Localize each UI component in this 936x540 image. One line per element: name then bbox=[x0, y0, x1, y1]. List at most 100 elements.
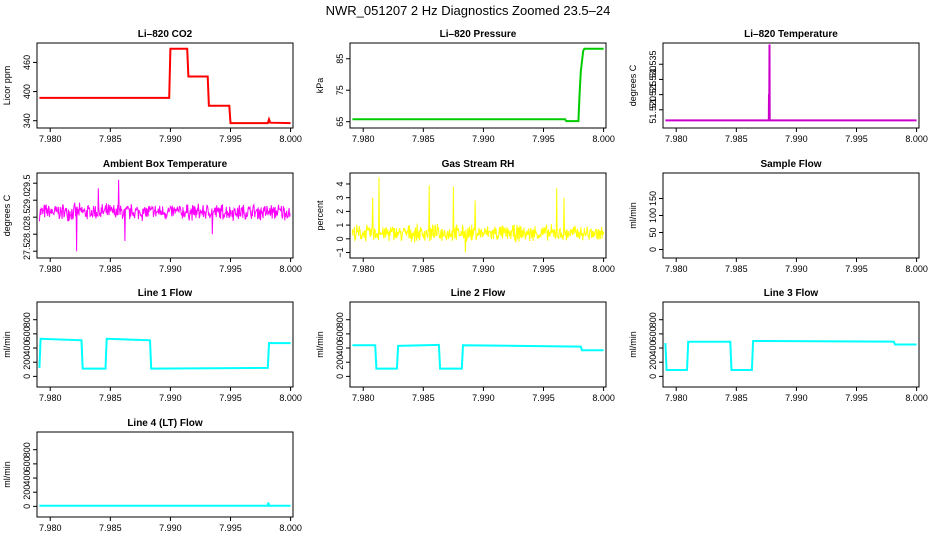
plot-frame bbox=[349, 172, 607, 259]
y-tick-label: 1 bbox=[335, 223, 345, 228]
y-tick-label: 400 bbox=[22, 471, 32, 486]
plot-frame bbox=[36, 301, 294, 388]
x-tick-label: 7.995 bbox=[219, 134, 242, 144]
x-tick-label: 7.980 bbox=[352, 393, 375, 403]
panel-title: Li–820 Temperature bbox=[744, 29, 838, 40]
x-tick-label: 7.990 bbox=[159, 264, 182, 274]
y-tick-label: 400 bbox=[22, 341, 32, 356]
y-tick-label: 150 bbox=[648, 191, 658, 206]
y-tick-label: 27.5 bbox=[22, 242, 32, 260]
x-tick-label: 7.990 bbox=[785, 134, 808, 144]
y-tick-label: 100 bbox=[648, 208, 658, 223]
x-tick-label: 8.000 bbox=[905, 134, 928, 144]
y-tick-label: 28.0 bbox=[22, 225, 32, 243]
x-tick-label: 8.000 bbox=[905, 393, 928, 403]
plot-frame bbox=[36, 431, 294, 518]
y-tick-label: 29.5 bbox=[22, 174, 32, 192]
x-tick-label: 7.995 bbox=[532, 134, 555, 144]
y-tick-label: 200 bbox=[335, 355, 345, 370]
x-tick-label: 7.985 bbox=[99, 523, 122, 533]
y-tick-label: 0 bbox=[22, 374, 32, 379]
chart-panel-3: Li–820 Temperature 7.980 7.985 7.990 7.995 8.… bbox=[628, 29, 928, 144]
y-tick-label: 0 bbox=[335, 374, 345, 379]
y-tick-label: 85 bbox=[335, 54, 345, 64]
chart-panel-5: Gas Stream RH 7.980 7.985 7.990 7.995 8.000 −1… bbox=[315, 159, 615, 274]
x-tick-label: 8.000 bbox=[279, 393, 302, 403]
y-tick-label: 800 bbox=[648, 312, 658, 327]
series-line bbox=[38, 337, 291, 370]
y-tick-label: 0 bbox=[22, 504, 32, 509]
y-axis-label: degrees C bbox=[2, 194, 12, 236]
plot-frame bbox=[662, 42, 920, 129]
y-tick-label: 4 bbox=[335, 181, 345, 186]
x-tick-label: 7.995 bbox=[219, 523, 242, 533]
y-tick-label: 2 bbox=[335, 209, 345, 214]
x-tick-label: 7.980 bbox=[352, 134, 375, 144]
panel-title: Li–820 Pressure bbox=[440, 29, 517, 40]
y-tick-label: 600 bbox=[22, 456, 32, 471]
y-tick-label: 0 bbox=[648, 374, 658, 379]
x-tick-label: 7.985 bbox=[412, 264, 435, 274]
y-tick-label: 0 bbox=[335, 236, 345, 241]
x-tick-label: 8.000 bbox=[905, 264, 928, 274]
y-axis-label: Licor ppm bbox=[2, 66, 12, 106]
x-tick-label: 7.990 bbox=[159, 393, 182, 403]
x-tick-label: 8.000 bbox=[592, 393, 615, 403]
y-axis-label: ml/min bbox=[2, 461, 12, 488]
y-tick-label: 800 bbox=[22, 442, 32, 457]
x-tick-label: 7.985 bbox=[725, 264, 748, 274]
y-tick-label: 400 bbox=[648, 341, 658, 356]
x-tick-label: 7.980 bbox=[39, 134, 62, 144]
x-tick-label: 7.990 bbox=[472, 134, 495, 144]
y-tick-label: 51.520 bbox=[648, 96, 658, 124]
x-tick-label: 7.995 bbox=[845, 134, 868, 144]
y-axis-label: ml/min bbox=[315, 331, 325, 358]
y-tick-label: 200 bbox=[22, 355, 32, 370]
y-tick-label: 600 bbox=[335, 326, 345, 341]
x-tick-label: 7.995 bbox=[532, 264, 555, 274]
plot-frame bbox=[36, 172, 294, 259]
y-axis-label: degrees C bbox=[628, 64, 638, 106]
y-tick-label: 29.0 bbox=[22, 191, 32, 209]
panel-title: Line 4 (LT) Flow bbox=[127, 418, 203, 429]
chart-panel-10: Line 4 (LT) Flow 7.980 7.985 7.990 7.995 8.00… bbox=[2, 418, 302, 533]
y-axis-label: ml/min bbox=[628, 202, 638, 229]
y-tick-label: 3 bbox=[335, 195, 345, 200]
plot-frame bbox=[662, 301, 920, 388]
y-tick-label: 28.5 bbox=[22, 208, 32, 226]
y-tick-label: 340 bbox=[22, 113, 32, 128]
y-tick-label: 460 bbox=[22, 55, 32, 70]
x-tick-label: 8.000 bbox=[592, 264, 615, 274]
chart-panel-6: Sample Flow 7.980 7.985 7.990 7.995 8.000 0 100… bbox=[628, 159, 928, 274]
panel-title: Gas Stream RH bbox=[442, 159, 515, 170]
x-tick-label: 7.990 bbox=[472, 393, 495, 403]
x-tick-label: 7.990 bbox=[159, 523, 182, 533]
y-tick-label: 600 bbox=[22, 326, 32, 341]
y-tick-label: −1 bbox=[335, 247, 345, 257]
y-tick-label: 65 bbox=[335, 117, 345, 127]
y-tick-label: 50 bbox=[648, 227, 658, 237]
y-tick-label: 400 bbox=[335, 341, 345, 356]
panel-title: Sample Flow bbox=[760, 159, 821, 170]
x-tick-label: 7.980 bbox=[665, 134, 688, 144]
y-tick-label: 51.530 bbox=[648, 66, 658, 94]
panel-title: Line 2 Flow bbox=[451, 288, 506, 299]
series-line bbox=[352, 343, 604, 370]
x-tick-label: 8.000 bbox=[279, 523, 302, 533]
y-axis-label: percent bbox=[315, 200, 325, 231]
chart-panel-9: Line 3 Flow 7.980 7.985 7.990 7.995 8.000 0 400… bbox=[628, 288, 928, 403]
x-tick-label: 7.990 bbox=[785, 393, 808, 403]
x-tick-label: 7.980 bbox=[39, 523, 62, 533]
panel-title: Line 1 Flow bbox=[138, 288, 193, 299]
x-tick-label: 8.000 bbox=[279, 134, 302, 144]
y-tick-label: 800 bbox=[335, 312, 345, 327]
x-tick-label: 7.990 bbox=[159, 134, 182, 144]
plot-frame bbox=[349, 301, 607, 388]
x-tick-label: 7.985 bbox=[725, 134, 748, 144]
x-tick-label: 7.985 bbox=[725, 393, 748, 403]
x-tick-label: 7.990 bbox=[472, 264, 495, 274]
y-axis-label: ml/min bbox=[2, 331, 12, 358]
chart-panel-2: Li–820 Pressure 7.980 7.985 7.990 7.995 8.000… bbox=[315, 29, 615, 144]
